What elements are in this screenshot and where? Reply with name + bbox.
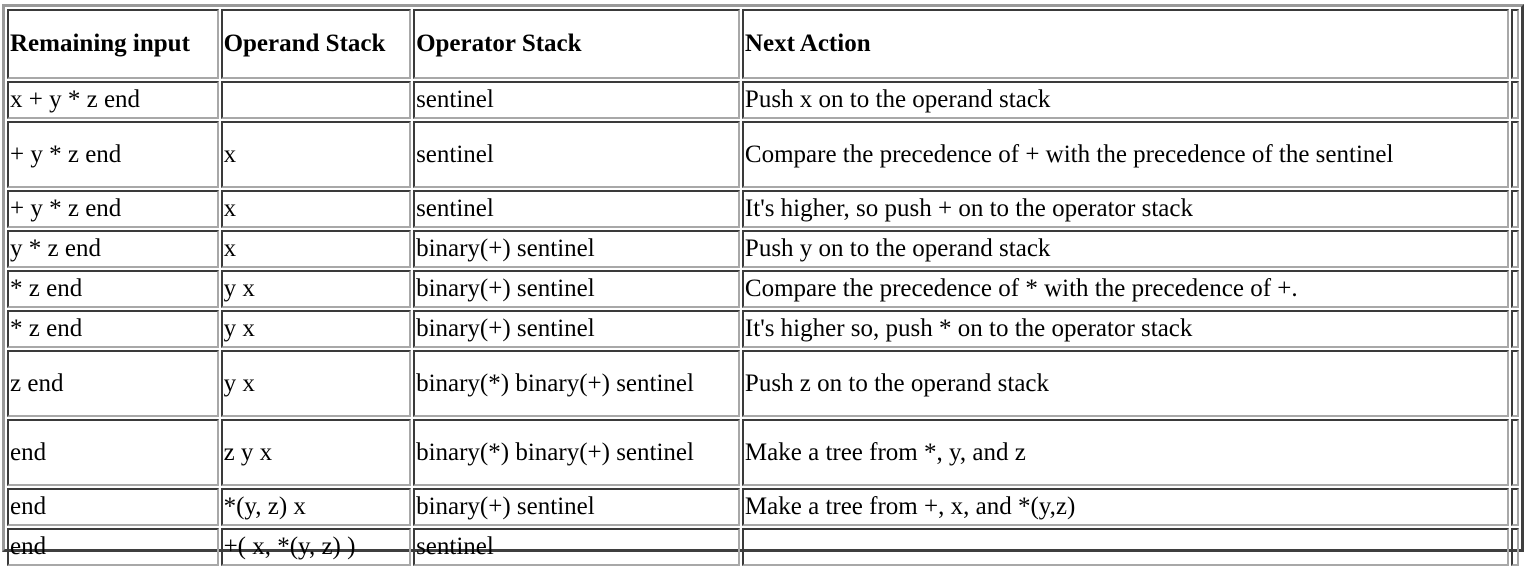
cell-operator-stack: sentinel [413, 81, 740, 119]
cell-remaining-input: + y * z end [7, 121, 219, 188]
cell-operand-stack: x [220, 190, 412, 228]
cell-operator-stack: sentinel [413, 190, 740, 228]
parse-trace-table: Remaining input Operand Stack Operator S… [5, 7, 1521, 568]
table-edge-cell [1510, 488, 1519, 526]
cell-operand-stack: x [220, 121, 412, 188]
table-header-row: Remaining input Operand Stack Operator S… [7, 9, 1519, 79]
cell-operator-stack: binary(*) binary(+) sentinel [413, 350, 740, 417]
cell-operand-stack: y x [220, 350, 412, 417]
cell-operator-stack: binary(+) sentinel [413, 488, 740, 526]
table-edge-cell [1510, 81, 1519, 119]
table-row: z end y x binary(*) binary(+) sentinel P… [7, 350, 1519, 417]
cell-remaining-input: * z end [7, 310, 219, 348]
cell-operator-stack: binary(+) sentinel [413, 270, 740, 308]
cell-operand-stack: *(y, z) x [220, 488, 412, 526]
cell-remaining-input: * z end [7, 270, 219, 308]
table-row: end *(y, z) x binary(+) sentinel Make a … [7, 488, 1519, 526]
table-edge-cell [1510, 350, 1519, 417]
table-edge-cell [1510, 190, 1519, 228]
table-row: end +( x, *(y, z) ) sentinel [7, 528, 1519, 566]
cell-next-action: Push z on to the operand stack [741, 350, 1509, 417]
header-next-action: Next Action [741, 9, 1509, 79]
table-edge-cell [1510, 419, 1519, 486]
table-edge-cell [1510, 270, 1519, 308]
table-edge-cell [1510, 230, 1519, 268]
header-remaining-input: Remaining input [7, 9, 219, 79]
header-operator-stack: Operator Stack [413, 9, 740, 79]
cell-next-action: Push x on to the operand stack [741, 81, 1509, 119]
parse-trace-table-frame: Remaining input Operand Stack Operator S… [2, 4, 1524, 566]
table-row: x + y * z end sentinel Push x on to the … [7, 81, 1519, 119]
table-edge-cell [1510, 310, 1519, 348]
cell-remaining-input: y * z end [7, 230, 219, 268]
cell-operator-stack: binary(+) sentinel [413, 230, 740, 268]
cell-next-action: Compare the precedence of * with the pre… [741, 270, 1509, 308]
cell-next-action: Push y on to the operand stack [741, 230, 1509, 268]
cell-operand-stack: +( x, *(y, z) ) [220, 528, 412, 566]
table-row: * z end y x binary(+) sentinel Compare t… [7, 270, 1519, 308]
cell-next-action: It's higher so, push * on to the operato… [741, 310, 1509, 348]
table-edge-cell [1510, 121, 1519, 188]
cell-next-action: Make a tree from *, y, and z [741, 419, 1509, 486]
header-operand-stack: Operand Stack [220, 9, 412, 79]
cell-remaining-input: z end [7, 350, 219, 417]
table-edge-cell [1510, 9, 1519, 79]
table-row: + y * z end x sentinel It's higher, so p… [7, 190, 1519, 228]
cell-operand-stack: x [220, 230, 412, 268]
table-edge-cell [1510, 528, 1519, 566]
cell-operator-stack: binary(+) sentinel [413, 310, 740, 348]
cell-remaining-input: end [7, 488, 219, 526]
cell-next-action [741, 528, 1509, 566]
cell-operand-stack: y x [220, 310, 412, 348]
cell-next-action: It's higher, so push + on to the operato… [741, 190, 1509, 228]
cell-operator-stack: binary(*) binary(+) sentinel [413, 419, 740, 486]
table-row: y * z end x binary(+) sentinel Push y on… [7, 230, 1519, 268]
cell-remaining-input: x + y * z end [7, 81, 219, 119]
table-row: end z y x binary(*) binary(+) sentinel M… [7, 419, 1519, 486]
cell-operand-stack [220, 81, 412, 119]
table-row: * z end y x binary(+) sentinel It's high… [7, 310, 1519, 348]
cell-operand-stack: z y x [220, 419, 412, 486]
cell-next-action: Make a tree from +, x, and *(y,z) [741, 488, 1509, 526]
cell-operator-stack: sentinel [413, 121, 740, 188]
cell-remaining-input: end [7, 528, 219, 566]
cell-next-action: Compare the precedence of + with the pre… [741, 121, 1509, 188]
cell-remaining-input: end [7, 419, 219, 486]
cell-remaining-input: + y * z end [7, 190, 219, 228]
cell-operator-stack: sentinel [413, 528, 740, 566]
cell-operand-stack: y x [220, 270, 412, 308]
table-row: + y * z end x sentinel Compare the prece… [7, 121, 1519, 188]
